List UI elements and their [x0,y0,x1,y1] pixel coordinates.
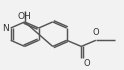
Text: O: O [93,28,99,37]
Text: N: N [2,24,9,33]
Text: OH: OH [18,12,31,21]
Text: O: O [83,59,90,68]
